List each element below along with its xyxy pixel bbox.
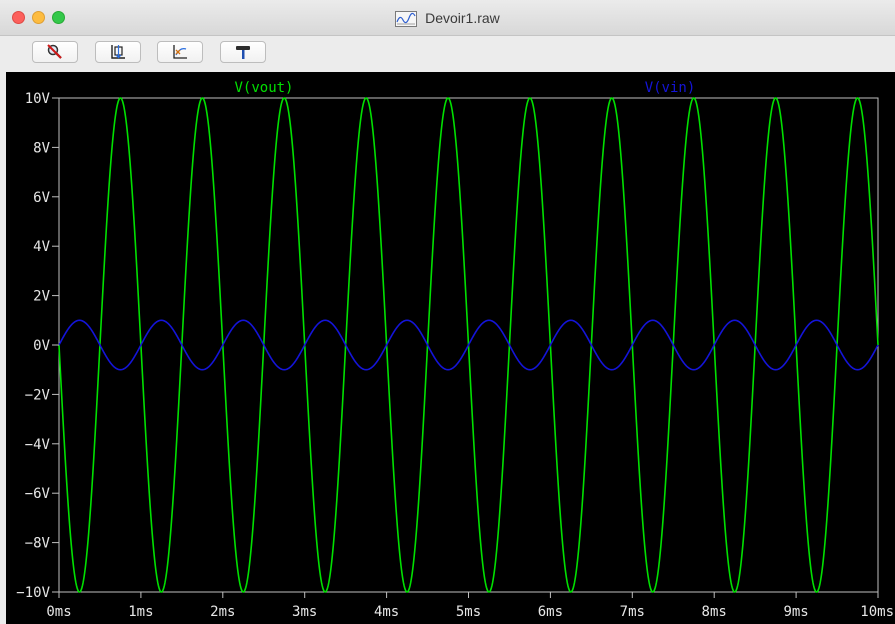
x-tick-label: 5ms [456,604,481,620]
toolbar [0,36,895,70]
series-line-1 [58,319,879,371]
pan-button[interactable] [157,41,203,63]
y-tick-label: −4V [25,437,51,453]
x-tick-label: 0ms [46,604,71,620]
y-tick-label: 6V [33,190,50,206]
waveform-chart[interactable]: 10V 8V 6V 4V 2V 0V −2V −4V −6V −8V −10V 0ms 1ms 2ms 3… [6,72,895,624]
y-tick-label: 4V [33,239,50,255]
x-tick-label: 10ms [860,604,894,620]
x-tick-label: 2ms [210,604,235,620]
x-tick-label: 9ms [783,604,808,620]
waveform-document-icon [395,11,418,27]
x-tick-label: 1ms [128,604,153,620]
y-tick-label: −10V [16,585,50,601]
zoom-cancel-icon [47,44,62,59]
hammer-button[interactable] [220,41,266,63]
autorange-button[interactable] [95,41,141,63]
y-tick-label: 8V [33,140,50,156]
y-tick-label: −6V [25,486,51,502]
pan-icon [173,45,187,59]
zoom-window-button[interactable] [52,11,65,24]
close-window-button[interactable] [12,11,25,24]
x-tick-label: 4ms [374,604,399,620]
hammer-icon [236,46,250,59]
x-tick-label: 6ms [538,604,563,620]
y-tick-label: 2V [33,289,50,305]
y-tick-label: 0V [33,338,50,354]
window-title-area: Devoir1.raw [0,8,895,28]
zoom-cancel-button[interactable] [32,41,78,63]
x-tick-label: 7ms [620,604,645,620]
waveform-plot-pane[interactable]: 10V 8V 6V 4V 2V 0V −2V −4V −6V −8V −10V 0ms 1ms 2ms 3… [6,72,895,624]
minimize-window-button[interactable] [32,11,45,24]
window-title: Devoir1.raw [425,10,500,26]
title-bar[interactable]: Devoir1.raw [0,0,895,36]
autorange-icon [111,45,125,59]
y-tick-label: 10V [25,91,51,107]
y-tick-label: −8V [25,536,51,552]
y-tick-label: −2V [25,387,51,403]
legend-label-1[interactable]: V(vin) [645,80,696,96]
legend-label-0[interactable]: V(vout) [234,80,293,96]
x-tick-label: 8ms [702,604,727,620]
x-tick-label: 3ms [292,604,317,620]
